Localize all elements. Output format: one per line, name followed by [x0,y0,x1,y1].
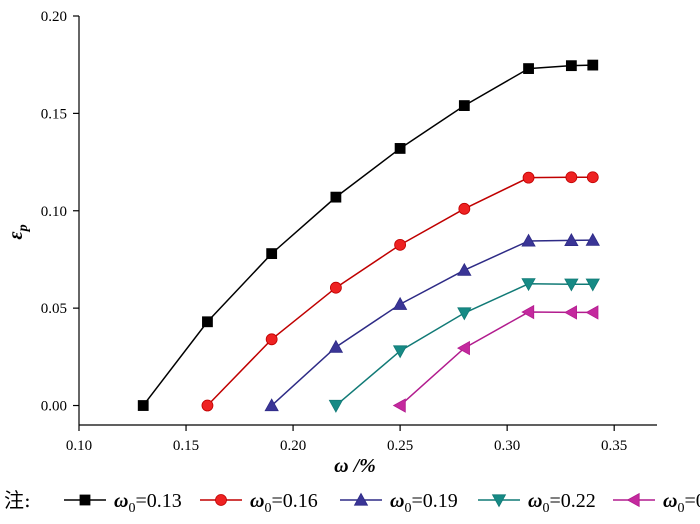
data-point [330,191,342,203]
data-point [523,63,534,74]
legend-marker [353,492,369,506]
y-tick-label: 0.05 [41,301,67,317]
data-point [521,304,535,320]
series-5 [392,304,599,413]
x-tick-label: 0.25 [387,438,413,454]
data-point [585,305,599,320]
legend-label: ω0=0.16 [250,490,318,516]
data-point [587,59,599,71]
legend-item-2: ω0=0.16 [200,490,318,516]
legend-marker [626,492,640,508]
y-axis-title: εp [5,224,31,239]
data-point [329,281,342,294]
data-point [565,171,578,184]
series-line [399,311,593,407]
x-tick-label: 0.20 [280,438,306,454]
y-tick-label: 0.15 [41,106,67,122]
series-line [271,239,593,407]
data-point [586,171,599,184]
legend-item-3: ω0=0.19 [340,490,458,516]
legend-note: 注: [4,488,31,512]
legend-item-5: ω0=0.25 [613,490,700,516]
data-point [457,307,472,321]
data-point [521,278,536,292]
data-point [266,248,278,260]
plot-area [137,59,600,413]
data-point [564,305,577,320]
x-axis-title: ω /% [334,455,376,477]
series-line [142,64,593,406]
data-point [521,233,536,247]
data-point [392,398,406,413]
data-point [394,143,406,154]
data-point [564,233,579,246]
series-4 [328,278,600,413]
data-point [202,316,213,328]
x-tick-label: 0.30 [494,438,520,454]
y-tick-label: 0.00 [41,399,67,415]
legend-item-1: ω0=0.13 [64,490,182,516]
legend-label: ω0=0.22 [528,490,596,516]
series-line [206,176,593,407]
data-point [328,339,344,353]
y-tick-label: 0.20 [41,9,67,25]
data-point [458,100,470,111]
data-point [265,333,278,346]
data-point [522,171,535,184]
legend-item-4: ω0=0.22 [478,490,596,516]
legend-marker [491,494,507,508]
y-tick-label: 0.10 [41,204,67,220]
series-1 [137,59,599,411]
y-axis-title-group: εp [5,224,31,239]
data-point [564,278,579,292]
data-point [264,398,279,412]
data-point [328,399,344,413]
legend: 注: ω0=0.13 ω0=0.16 ω0=0.19 ω0=0.22 ω0=0.25 [4,488,700,516]
legend-label: ω0=0.13 [114,490,182,516]
data-point [457,340,470,356]
data-point [394,238,407,251]
data-point [585,232,600,246]
data-point [458,202,471,215]
x-tick-label: 0.35 [601,438,627,454]
x-tick-label: 0.15 [173,438,199,454]
legend-marker [215,494,227,506]
data-point [565,60,577,72]
axes [78,16,657,426]
ticks: 0.10 0.15 0.20 0.25 0.30 0.35 0.00 0.05 0.10 0.15… [41,9,628,454]
series-3 [264,232,600,412]
legend-label: ω0=0.25 [663,490,700,516]
data-point [585,278,600,292]
legend-label: ω0=0.19 [390,490,458,516]
data-point [201,399,214,412]
series-2 [201,171,599,412]
legend-marker [79,494,91,506]
data-point [457,262,472,276]
data-point [137,400,149,411]
data-point [392,345,408,359]
x-tick-label: 0.10 [66,438,92,454]
axis-titles: ω /% εp [5,224,376,477]
data-point [392,296,408,310]
